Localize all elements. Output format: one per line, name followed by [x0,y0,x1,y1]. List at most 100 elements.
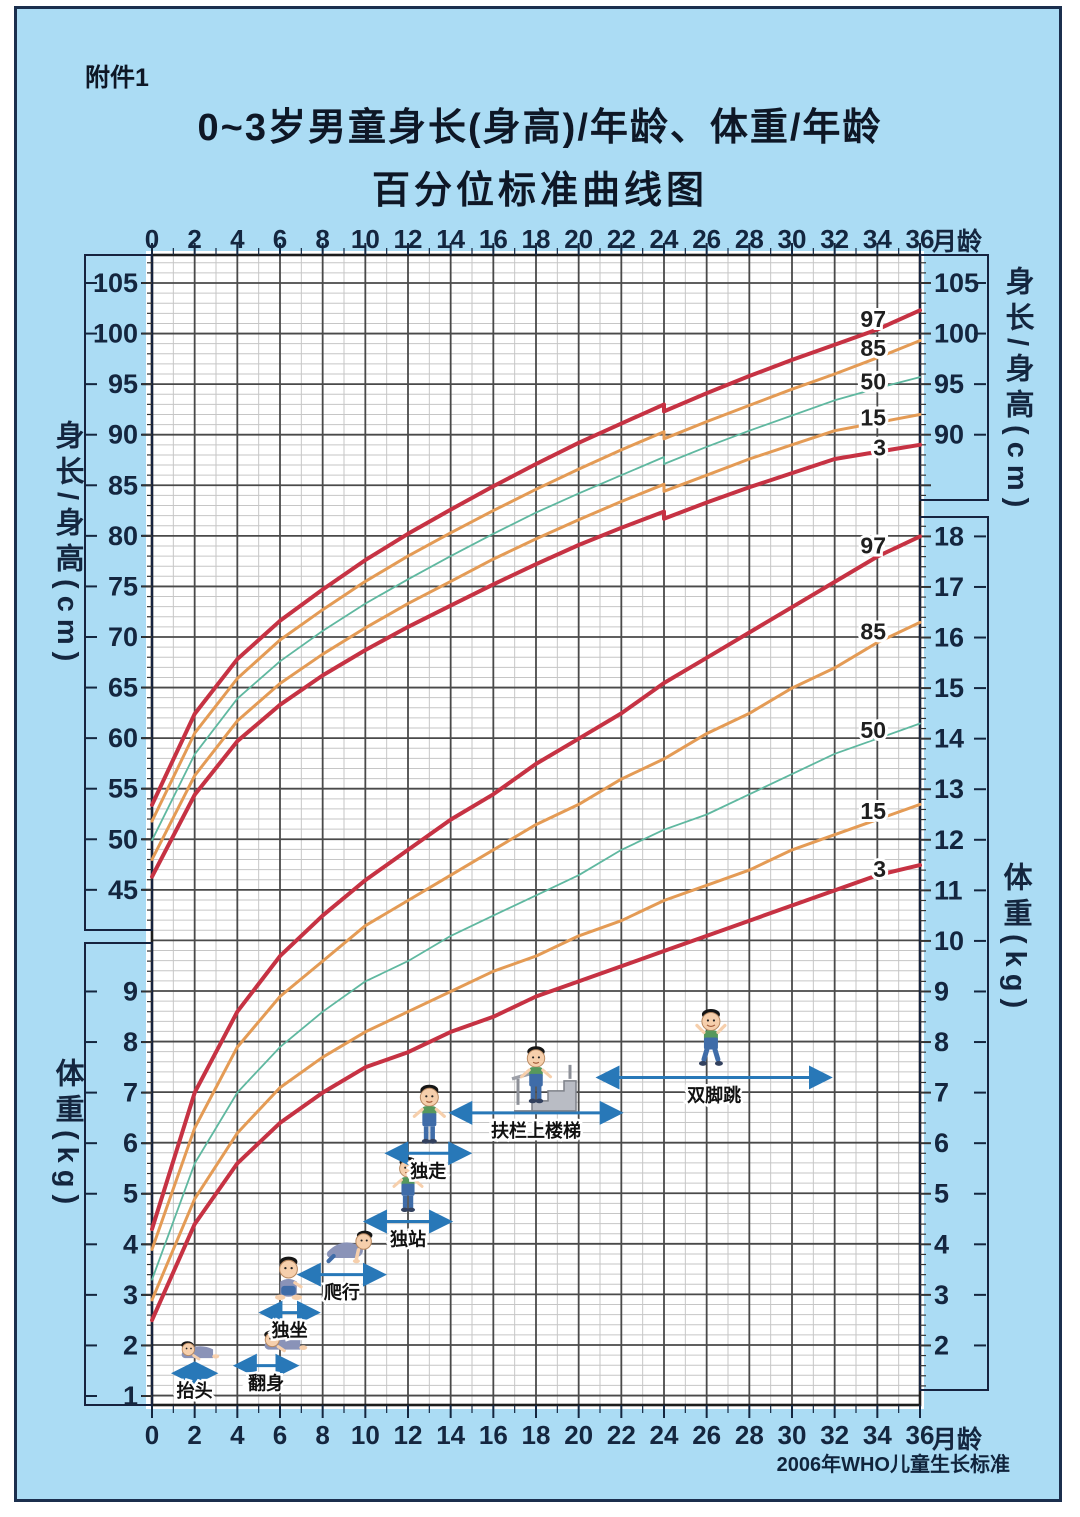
x-axis-tick-label-top: 20 [564,224,593,254]
x-axis-tick-label-top: 32 [820,224,849,254]
x-axis-tick-label-bottom: 20 [564,1420,593,1450]
height-axis-tick-label-left: 80 [108,521,138,551]
bottom-age-unit-label: 月龄 [932,1426,983,1454]
height-axis-tick-label-left: 100 [93,319,138,349]
weight-axis-tick-label-right: 14 [934,724,964,754]
x-axis-tick-label-top: 12 [394,224,423,254]
weight-axis-tick-label-right: 7 [934,1078,949,1108]
x-axis-tick-label-bottom: 30 [778,1420,807,1450]
percentile-curve-97-weight [150,534,922,1232]
x-axis-tick-label-top: 22 [607,224,636,254]
height-axis-tick-label-left: 105 [93,268,138,298]
weight-axis-tick-label-left: 9 [123,976,138,1006]
weight-axis-tick-label-left: 6 [123,1128,138,1158]
percentile-curve-3-height [150,442,922,879]
x-axis-tick-label-top: 10 [351,224,380,254]
attachment-label: 附件1 [85,64,149,92]
x-axis-tick-label-top: 16 [479,224,508,254]
x-axis-tick-label-bottom: 4 [230,1420,245,1450]
height-axis-tick-label-left: 60 [108,723,138,753]
height-axis-tick-label-right: 90 [934,420,964,450]
left-weight-axis-box [84,942,153,1406]
source-note: 2006年WHO儿童生长标准 [776,1454,1010,1476]
weight-axis-tick-label-right: 4 [934,1229,949,1259]
x-axis-tick-label-bottom: 14 [436,1420,465,1450]
month-ticks [151,243,921,1418]
x-axis-tick-label-bottom: 24 [650,1420,679,1450]
x-axis-tick-label-bottom: 6 [273,1420,287,1450]
left-height-axis-title: 身长/身高(cm) [51,420,83,669]
page-title: 0~3岁男童身长(身高)/年龄、体重/年龄 百分位标准曲线图 [0,96,1080,214]
x-axis-tick-label-bottom: 0 [145,1420,159,1450]
x-axis-tick-label-bottom: 28 [735,1420,764,1450]
height-axis-tick-label-right: 100 [934,319,979,349]
milestone-label: 独走 [410,1160,446,1181]
percentile-label-50-weight: 50 [860,717,886,743]
x-axis-tick-label-bottom: 12 [394,1420,423,1450]
x-axis-tick-label-bottom: 18 [522,1420,551,1450]
weight-axis-tick-label-right: 12 [934,825,964,855]
weight-axis-tick-label-right: 16 [934,623,964,653]
left-height-axis-box [84,254,153,931]
milestone-label: 独坐 [272,1320,308,1341]
milestone-label: 扶栏上楼梯 [491,1120,581,1141]
height-axis-tick-label-left: 65 [108,673,138,703]
x-axis-tick-label-bottom: 22 [607,1420,636,1450]
x-axis-tick-label-top: 36 [906,224,935,254]
weight-axis-tick-label-left: 1 [123,1381,138,1411]
weight-axis-tick-label-right: 8 [934,1027,949,1057]
percentile-label-3-height: 3 [873,434,886,460]
milestone-label: 双脚跳 [687,1084,741,1105]
percentile-curve-50-height [151,376,921,842]
x-axis-tick-label-top: 8 [315,224,329,254]
milestone-label: 爬行 [324,1282,360,1303]
top-age-unit-label: 月龄 [932,228,983,256]
height-axis-tick-label-left: 50 [108,824,138,854]
percentile-label-97-height: 97 [860,306,886,332]
weight-axis-tick-label-left: 7 [123,1078,138,1108]
percentile-curve-50-weight [151,722,921,1281]
weight-axis-tick-label-left: 2 [123,1330,138,1360]
x-axis-tick-label-top: 28 [735,224,764,254]
weight-axis-tick-label-right: 3 [934,1280,949,1310]
weight-axis-tick-label-left: 8 [123,1027,138,1057]
weight-axis-tick-label-right: 13 [934,774,964,804]
percentile-label-15-height: 15 [860,405,886,431]
x-axis-tick-label-top: 18 [522,224,551,254]
x-axis-tick-label-bottom: 34 [863,1420,892,1450]
x-axis-tick-label-bottom: 2 [187,1420,201,1450]
height-axis-tick-label-left: 55 [108,774,138,804]
height-axis-tick-label-left: 95 [108,369,138,399]
percentile-label-85-height: 85 [860,335,886,361]
weight-axis-tick-label-left: 4 [123,1229,138,1259]
percentile-label-97-weight: 97 [860,533,886,559]
percentile-label-15-weight: 15 [860,798,886,824]
milestone-label: 独站 [390,1229,426,1250]
height-axis-tick-label-left: 45 [108,875,138,905]
weight-axis-tick-label-right: 2 [934,1330,949,1360]
x-axis-tick-label-top: 34 [863,224,892,254]
percentile-label-3-weight: 3 [873,856,886,882]
percentile-label-50-height: 50 [860,369,886,395]
page-title-line1: 0~3岁男童身长(身高)/年龄、体重/年龄 [197,107,883,149]
weight-axis-tick-label-right: 17 [934,572,964,602]
weight-axis-tick-label-left: 3 [123,1280,138,1310]
x-axis-tick-label-top: 26 [692,224,721,254]
height-axis-tick-label-left: 70 [108,622,138,652]
right-weight-axis-box [919,516,989,1391]
height-axis-tick-label-right: 105 [934,268,979,298]
x-axis-tick-label-bottom: 8 [315,1420,329,1450]
percentile-curve-3-weight [150,863,922,1323]
x-axis-tick-label-top: 0 [145,224,159,254]
x-axis-tick-label-top: 6 [273,224,287,254]
right-weight-axis-title: 体重(kg) [999,862,1031,1016]
percentile-curve-85-height [150,339,922,823]
x-axis-tick-label-bottom: 36 [906,1420,935,1450]
weight-axis-tick-label-right: 6 [934,1128,949,1158]
percentile-curve-15-height [150,413,922,861]
percentile-curve-85-weight [150,620,922,1251]
left-weight-axis-title: 体重(kg) [51,1058,83,1212]
